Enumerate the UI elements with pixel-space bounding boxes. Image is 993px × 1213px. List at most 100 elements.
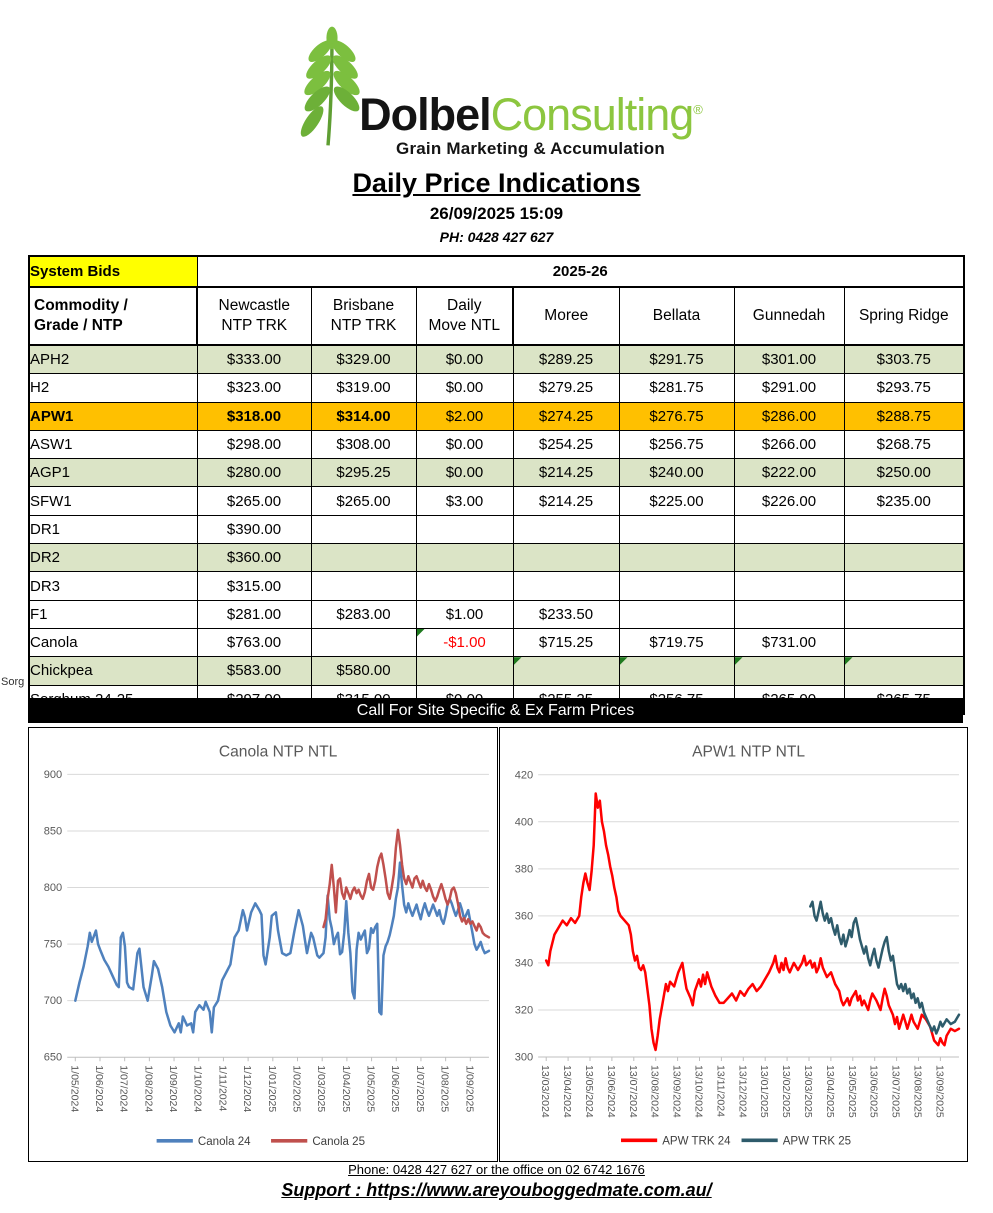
commodity-cell: F1 bbox=[28, 599, 198, 629]
price-cell bbox=[618, 571, 735, 601]
y-axis-label: 360 bbox=[515, 910, 533, 922]
commodity-cell: SFW1 bbox=[28, 486, 198, 516]
column-header-brisbane: Brisbane NTP TRK bbox=[310, 286, 417, 346]
table-row: AGP1 $280.00 $295.25 $0.00 $214.25 $240.00 $22… bbox=[28, 458, 965, 488]
column-header-spring-ridge: Spring Ridge bbox=[843, 286, 965, 346]
y-axis-label: 800 bbox=[44, 882, 62, 894]
support-link[interactable]: Support : https://www.areyouboggedmate.c… bbox=[281, 1180, 712, 1200]
table-row: DR1 $390.00 bbox=[28, 514, 965, 545]
x-axis-label: 1/08/2025 bbox=[439, 1065, 451, 1112]
brand-dolbel: Dolbel bbox=[359, 89, 492, 140]
system-bids-header: System Bids bbox=[28, 255, 198, 288]
price-cell: $318.00 bbox=[196, 401, 312, 431]
brand-name: DolbelConsulting® bbox=[359, 89, 703, 140]
price-cell: $280.00 bbox=[196, 458, 312, 488]
table-row: APH2 $333.00 $329.00 $0.00 $289.25 $291.75 $30… bbox=[28, 344, 965, 375]
price-cell: $298.00 bbox=[196, 429, 312, 460]
price-cell bbox=[310, 543, 417, 573]
price-cell bbox=[843, 599, 965, 629]
registered-mark: ® bbox=[693, 102, 703, 117]
y-axis-label: 340 bbox=[515, 957, 533, 969]
commodity-cell: DR1 bbox=[28, 514, 198, 545]
price-cell bbox=[618, 599, 735, 629]
x-axis-label: 1/05/2025 bbox=[365, 1065, 377, 1112]
price-cell bbox=[310, 627, 417, 658]
price-cell: $289.25 bbox=[512, 344, 620, 375]
canola-chart-panel: Canola NTP NTL 650 700 750 800 850 900 1/05/202… bbox=[28, 727, 498, 1162]
price-cell: $226.00 bbox=[733, 486, 845, 516]
comment-triangle-icon bbox=[620, 657, 628, 666]
price-cell: $583.00 bbox=[196, 656, 312, 686]
price-cell: $276.75 bbox=[618, 401, 735, 431]
price-table: System Bids 2025-26 Commodity / Grade / N… bbox=[28, 255, 966, 715]
price-cell: $731.00 bbox=[733, 627, 845, 658]
brand-tagline: Grain Marketing & Accumulation bbox=[396, 139, 665, 158]
price-cell: $360.00 bbox=[196, 543, 312, 573]
price-cell: $329.00 bbox=[310, 344, 417, 375]
apw1-chart-panel: APW1 NTP NTL 300 320 340 360 380 400 420 13/03/2… bbox=[499, 727, 968, 1162]
price-cell: $319.00 bbox=[310, 373, 417, 403]
series-apw-trk-24 bbox=[544, 792, 961, 1052]
price-cell: $233.50 bbox=[512, 599, 620, 629]
x-axis-label: 13/05/2025 bbox=[846, 1065, 858, 1118]
phone-line: PH: 0428 427 627 bbox=[439, 229, 554, 245]
comment-triangle-icon bbox=[735, 657, 743, 666]
x-axis-label: 13/03/2025 bbox=[802, 1065, 814, 1118]
legend-label: Canola 25 bbox=[312, 1136, 365, 1148]
series-apw-trk-25 bbox=[809, 900, 961, 1035]
price-cell: $268.75 bbox=[843, 429, 965, 460]
price-cell: $293.75 bbox=[843, 373, 965, 403]
x-axis-label: 1/02/2025 bbox=[290, 1065, 302, 1112]
legend-label: APW TRK 24 bbox=[662, 1135, 731, 1147]
price-cell: $281.75 bbox=[618, 373, 735, 403]
x-axis-label: 1/10/2024 bbox=[192, 1065, 204, 1112]
commodity-cell: DR2 bbox=[28, 543, 198, 573]
x-axis-label: 13/11/2024 bbox=[714, 1065, 726, 1117]
price-cell: $254.25 bbox=[512, 429, 620, 460]
price-table-body: APH2 $333.00 $329.00 $0.00 $289.25 $291.75 $30… bbox=[28, 344, 965, 715]
price-cell: $274.25 bbox=[512, 401, 620, 431]
price-cell: $222.00 bbox=[733, 458, 845, 488]
x-axis-label: 1/11/2024 bbox=[216, 1065, 228, 1111]
x-axis-label: 1/01/2025 bbox=[266, 1065, 278, 1112]
x-axis-label: 13/04/2024 bbox=[561, 1065, 573, 1118]
price-cell bbox=[310, 571, 417, 601]
price-cell bbox=[733, 543, 845, 573]
commodity-cell: AGP1 bbox=[28, 458, 198, 488]
price-cell: $323.00 bbox=[196, 373, 312, 403]
column-header-bellata: Bellata bbox=[618, 286, 735, 346]
price-cell: $265.00 bbox=[196, 486, 312, 516]
legend-label: APW TRK 25 bbox=[783, 1135, 851, 1147]
price-cell bbox=[310, 514, 417, 545]
commodity-cell: DR3 bbox=[28, 571, 198, 601]
table-row: H2 $323.00 $319.00 $0.00 $279.25 $281.75 $291.… bbox=[28, 373, 965, 403]
x-axis-label: 13/05/2024 bbox=[583, 1065, 595, 1118]
x-axis-label: 13/07/2024 bbox=[627, 1065, 639, 1118]
y-axis-label: 750 bbox=[44, 939, 62, 951]
price-cell: $303.75 bbox=[843, 344, 965, 375]
price-cell: $256.75 bbox=[618, 429, 735, 460]
x-axis-label: 1/07/2024 bbox=[118, 1065, 130, 1112]
price-cell bbox=[618, 514, 735, 545]
price-cell: $301.00 bbox=[733, 344, 845, 375]
y-axis-label: 320 bbox=[515, 1004, 533, 1016]
price-cell bbox=[733, 599, 845, 629]
price-cell bbox=[415, 656, 514, 686]
x-axis-label: 13/06/2025 bbox=[868, 1065, 880, 1118]
x-axis-label: 1/12/2024 bbox=[241, 1065, 253, 1112]
x-axis-label: 13/01/2025 bbox=[758, 1065, 770, 1118]
y-axis-label: 300 bbox=[515, 1051, 533, 1063]
price-cell: $266.00 bbox=[733, 429, 845, 460]
x-axis-label: 13/02/2025 bbox=[780, 1065, 792, 1118]
y-axis-label: 380 bbox=[515, 863, 533, 875]
x-axis-label: 13/04/2025 bbox=[824, 1065, 836, 1118]
wheat-icon bbox=[291, 26, 373, 153]
price-cell: $0.00 bbox=[415, 373, 514, 403]
price-cell bbox=[843, 656, 965, 686]
x-axis-label: 13/08/2024 bbox=[649, 1065, 661, 1118]
comment-triangle-icon bbox=[514, 657, 522, 666]
logo: DolbelConsulting® Grain Marketing & Accu… bbox=[0, 26, 993, 159]
price-cell bbox=[618, 543, 735, 573]
table-row: SFW1 $265.00 $265.00 $3.00 $214.25 $225.00 $22… bbox=[28, 486, 965, 516]
price-cell: $314.00 bbox=[310, 401, 417, 431]
